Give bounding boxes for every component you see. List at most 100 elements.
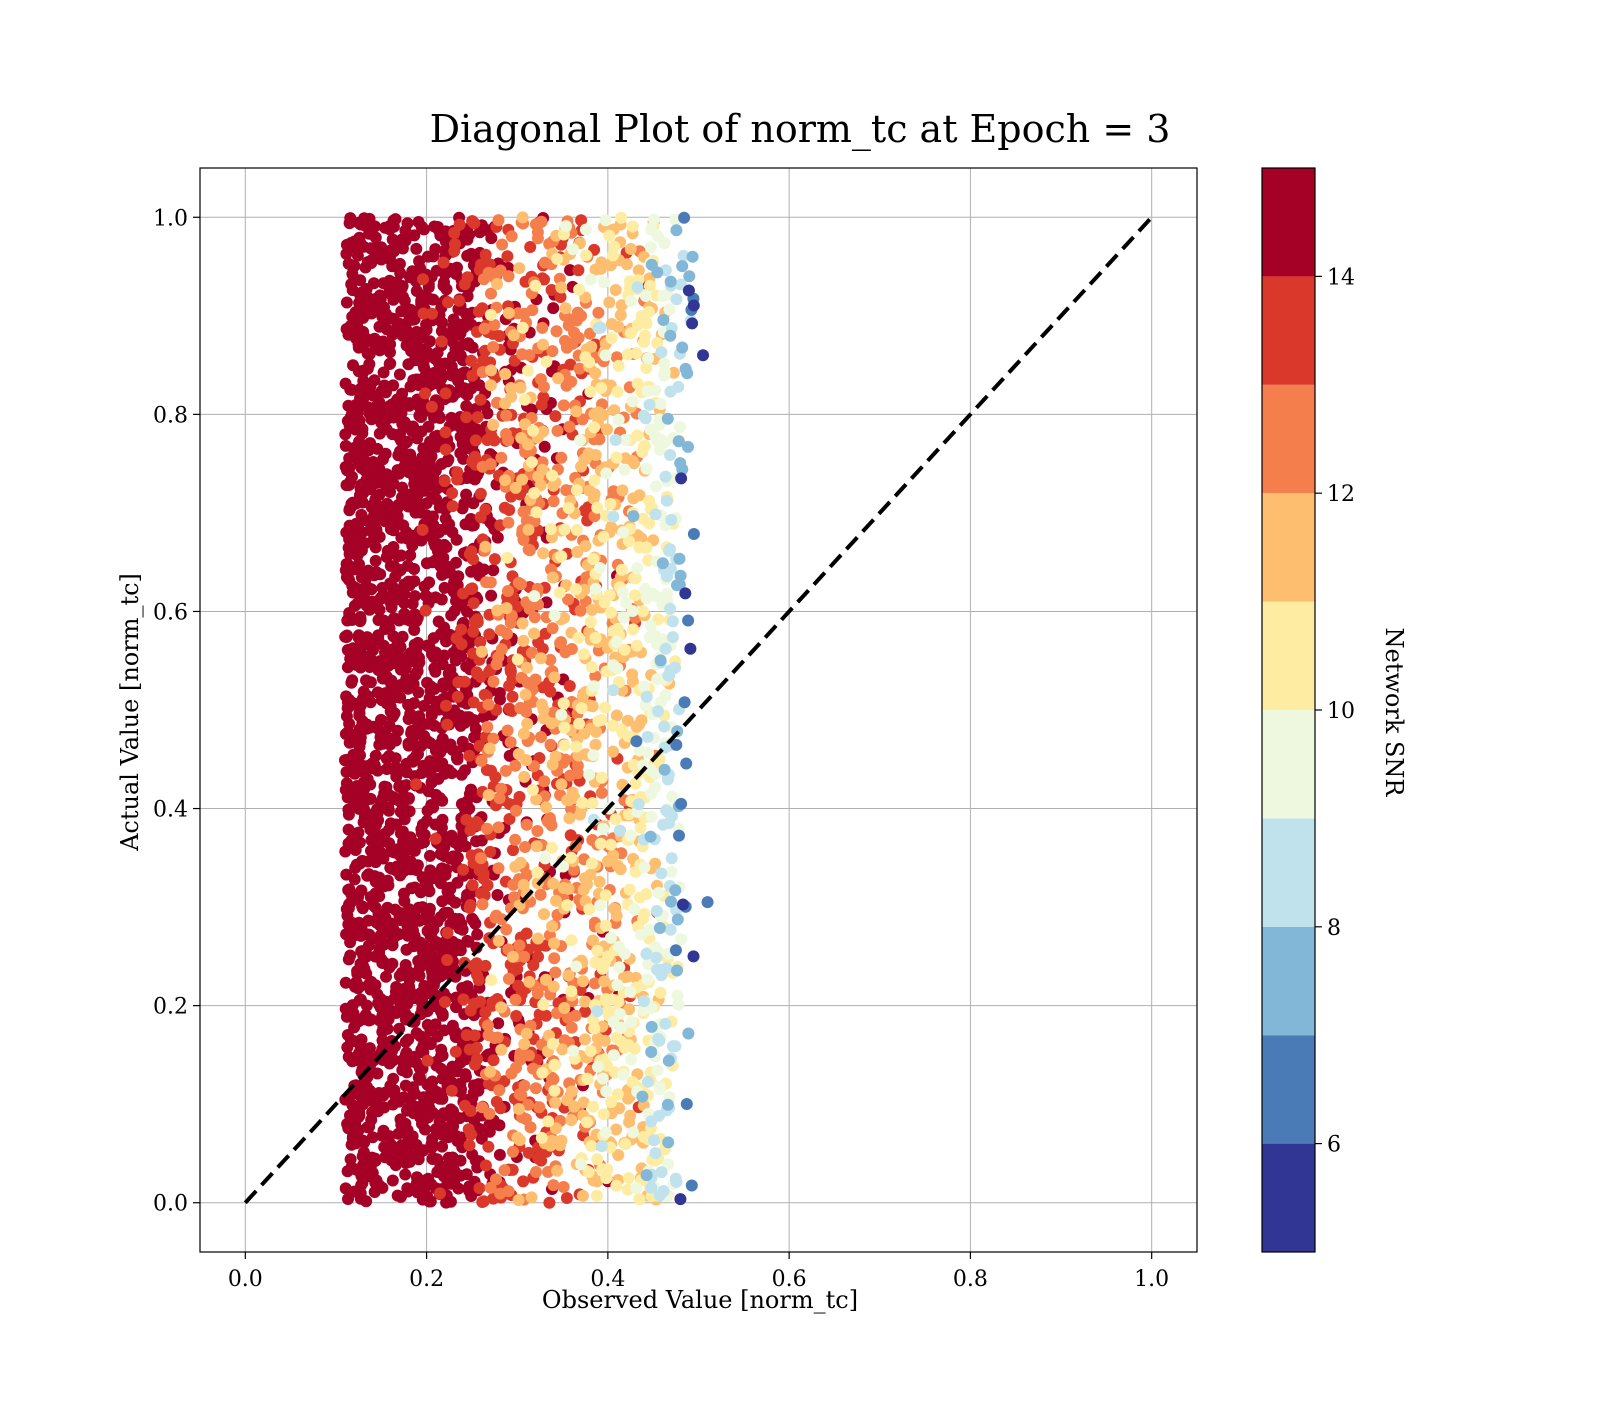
scatter-point	[340, 479, 353, 492]
scatter-point	[417, 480, 430, 493]
colorbar-tick-label: 12	[1327, 482, 1355, 507]
scatter-point	[537, 712, 550, 725]
scatter-point	[565, 643, 578, 655]
scatter-point	[645, 1020, 658, 1033]
scatter-point	[588, 680, 600, 693]
scatter-point	[661, 1098, 674, 1111]
scatter-point	[415, 957, 428, 970]
scatter-point	[453, 218, 466, 231]
scatter-point	[429, 1123, 442, 1136]
scatter-point	[609, 284, 622, 296]
scatter-point	[369, 856, 382, 869]
scatter-point	[383, 789, 396, 802]
scatter-point	[662, 1054, 675, 1067]
scatter-point	[354, 1192, 367, 1205]
scatter-point	[471, 969, 484, 982]
scatter-point	[592, 714, 605, 727]
scatter-point	[362, 914, 375, 927]
scatter-point	[365, 1113, 378, 1126]
scatter-point	[593, 875, 606, 888]
scatter-point	[611, 979, 624, 991]
scatter-point	[547, 1179, 560, 1192]
scatter-point	[394, 1113, 407, 1126]
scatter-point	[479, 1159, 492, 1172]
scatter-point	[404, 380, 417, 393]
scatter-point	[479, 540, 492, 553]
scatter-point	[503, 813, 516, 825]
scatter-point	[339, 728, 352, 740]
scatter-point	[637, 512, 649, 525]
scatter-point	[380, 670, 393, 683]
scatter-point	[369, 231, 382, 244]
scatter-point	[624, 295, 637, 307]
scatter-point	[350, 517, 363, 530]
scatter-point	[460, 488, 473, 501]
scatter-point	[565, 851, 577, 864]
scatter-point	[464, 513, 477, 525]
scatter-point	[401, 919, 414, 932]
scatter-point	[583, 768, 596, 781]
scatter-point	[398, 887, 410, 900]
scatter-point	[363, 212, 376, 225]
scatter-point	[391, 515, 404, 528]
scatter-point	[340, 777, 353, 790]
scatter-point	[460, 1029, 473, 1042]
scatter-point	[530, 1166, 542, 1178]
scatter-point	[458, 338, 470, 351]
scatter-point	[438, 581, 451, 594]
scatter-point	[651, 266, 664, 279]
scatter-point	[427, 976, 440, 989]
scatter-point	[353, 1106, 366, 1119]
scatter-point	[395, 402, 408, 415]
scatter-point	[560, 1192, 573, 1204]
scatter-point	[436, 895, 449, 908]
scatter-point	[477, 1195, 490, 1208]
scatter-point	[491, 278, 503, 290]
scatter-point	[630, 1182, 643, 1195]
scatter-point	[439, 426, 452, 439]
scatter-point	[492, 821, 505, 834]
scatter-point	[669, 1040, 682, 1053]
scatter-point	[482, 266, 495, 279]
scatter-point	[395, 549, 408, 562]
scatter-point	[465, 786, 478, 799]
scatter-point	[506, 690, 519, 703]
scatter-point	[436, 1092, 449, 1105]
scatter-point	[571, 306, 584, 319]
scatter-point	[638, 861, 651, 874]
scatter-point	[517, 634, 530, 647]
scatter-point	[516, 211, 529, 224]
scatter-point	[442, 453, 455, 466]
scatter-point	[386, 711, 399, 724]
scatter-point	[557, 399, 570, 412]
scatter-point	[436, 316, 448, 329]
scatter-point	[549, 1122, 562, 1135]
scatter-point	[495, 1001, 508, 1014]
scatter-point	[423, 885, 436, 898]
scatter-point	[340, 247, 353, 260]
scatter-point	[402, 855, 415, 868]
scatter-point	[510, 804, 522, 817]
scatter-point	[546, 345, 559, 358]
scatter-point	[655, 346, 668, 359]
scatter-point	[463, 749, 476, 762]
scatter-point	[475, 754, 488, 767]
scatter-point	[528, 611, 541, 624]
scatter-point	[670, 738, 683, 751]
scatter-point	[525, 1191, 538, 1204]
scatter-point	[626, 220, 639, 233]
scatter-point	[682, 440, 694, 453]
scatter-point	[393, 614, 406, 627]
scatter-point	[465, 545, 478, 558]
scatter-point	[578, 504, 591, 517]
scatter-point	[578, 872, 591, 885]
scatter-point	[482, 1077, 495, 1090]
scatter-point	[502, 434, 515, 447]
scatter-point	[538, 273, 550, 286]
scatter-point	[610, 1179, 623, 1192]
colorbar-bin	[1262, 384, 1315, 494]
scatter-point	[411, 432, 424, 445]
scatter-point	[357, 638, 370, 651]
scatter-point	[586, 603, 599, 616]
scatter-point	[519, 688, 532, 701]
